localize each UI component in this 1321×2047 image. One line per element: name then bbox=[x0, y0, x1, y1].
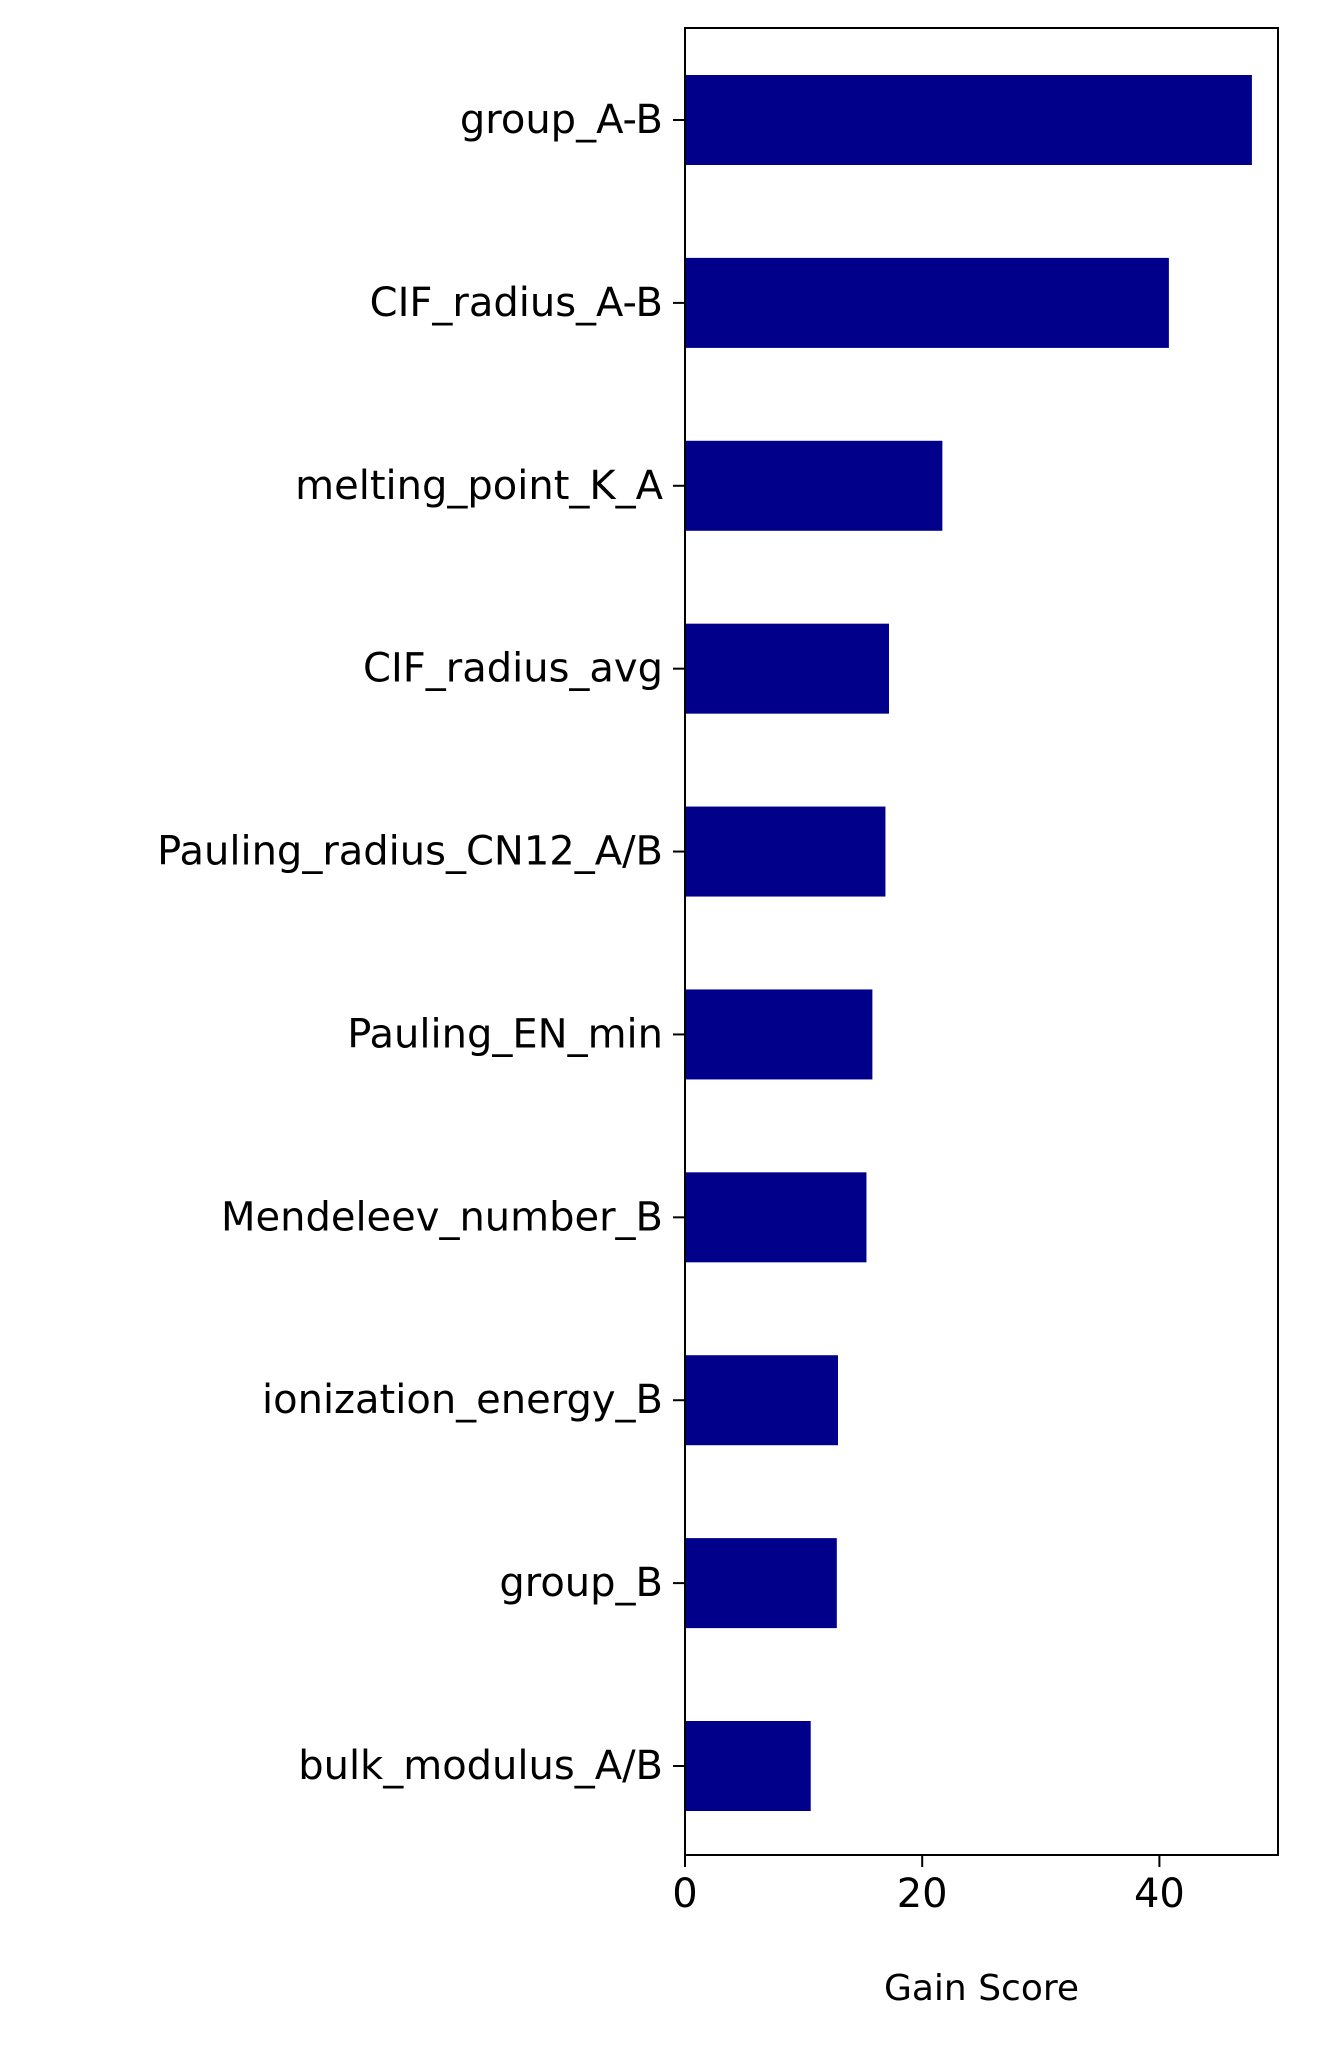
y-tick-label: ionization_energy_B bbox=[262, 1377, 663, 1423]
bar-3 bbox=[685, 623, 889, 714]
bar-5 bbox=[685, 989, 873, 1080]
y-tick-label: Pauling_EN_min bbox=[347, 1011, 663, 1057]
x-tick-label: 0 bbox=[672, 1871, 697, 1917]
x-tick-label: 40 bbox=[1134, 1871, 1185, 1917]
bar-0 bbox=[685, 75, 1252, 165]
x-axis-label: Gain Score bbox=[884, 1968, 1079, 2009]
bar-1 bbox=[685, 257, 1169, 348]
y-tick-label: Pauling_radius_CN12_A/B bbox=[157, 829, 663, 875]
y-tick-label: CIF_radius_avg bbox=[363, 646, 663, 692]
bar-6 bbox=[685, 1172, 867, 1263]
x-axis: 0 20 40 bbox=[672, 1855, 1185, 1917]
bar-8 bbox=[685, 1538, 837, 1629]
y-tick-label: melting_point_K_A bbox=[295, 463, 663, 509]
y-tick-label: Mendeleev_number_B bbox=[221, 1194, 663, 1240]
bar-9 bbox=[685, 1721, 811, 1811]
bar-2 bbox=[685, 440, 943, 531]
bars-group bbox=[685, 75, 1252, 1811]
y-tick-label: bulk_modulus_A/B bbox=[298, 1743, 663, 1789]
bar-4 bbox=[685, 806, 886, 897]
plot-frame bbox=[684, 27, 1279, 1856]
x-tick-label: 20 bbox=[897, 1871, 948, 1917]
y-tick-label: group_B bbox=[499, 1560, 663, 1606]
y-axis: group_A-B CIF_radius_A-B melting_point_K_A… bbox=[157, 97, 685, 1789]
bar-7 bbox=[685, 1355, 838, 1446]
y-tick-label: CIF_radius_A-B bbox=[370, 280, 663, 326]
y-tick-label: group_A-B bbox=[460, 97, 663, 143]
